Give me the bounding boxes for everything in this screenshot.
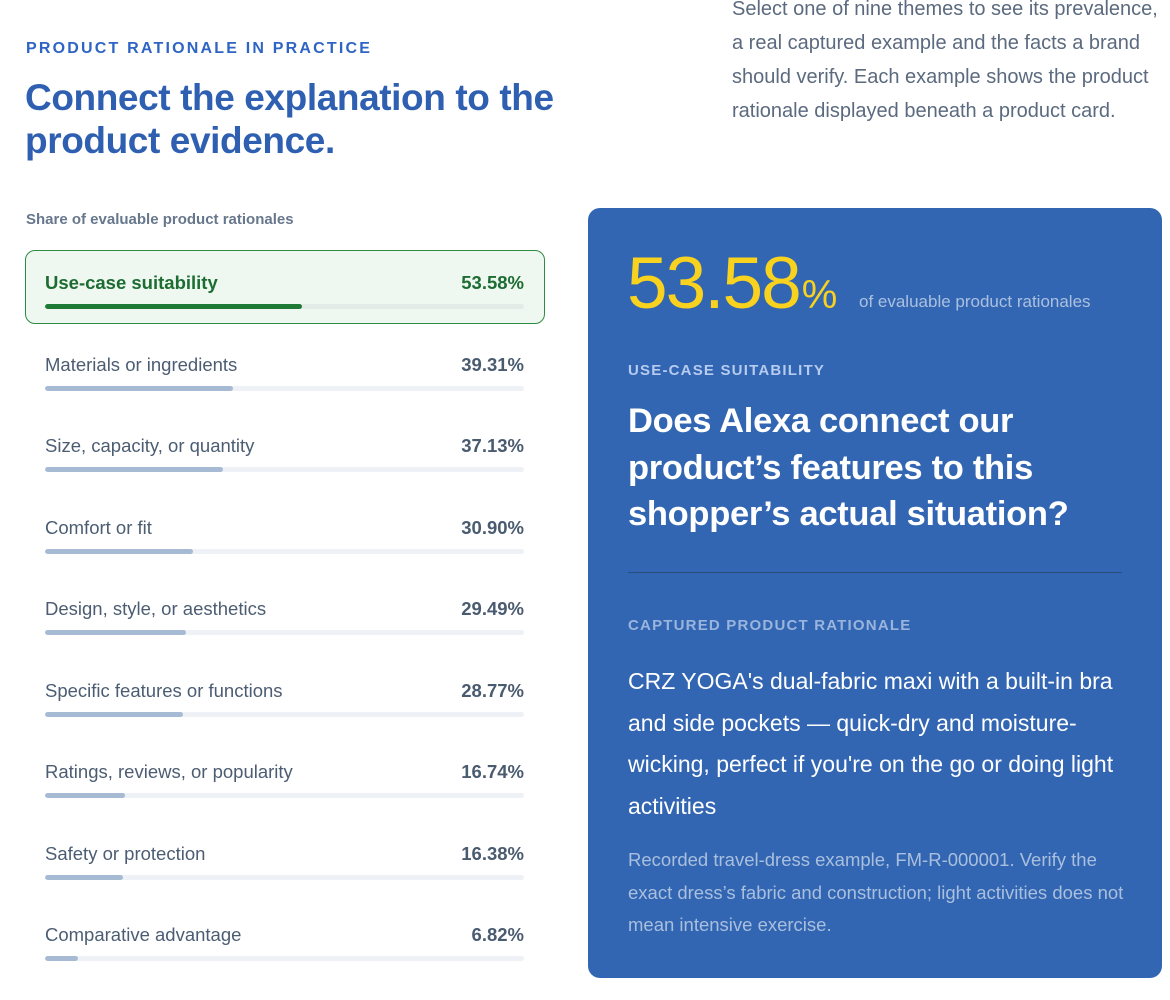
theme-percentage: 53.58% xyxy=(461,272,524,293)
theme-bar-track xyxy=(45,467,524,472)
prevalence-unit: % xyxy=(801,273,838,317)
theme-item-safety-or-protection[interactable]: Safety or protection 16.38% xyxy=(25,821,545,903)
theme-label: Safety or protection xyxy=(45,842,206,864)
theme-bar-fill xyxy=(45,548,193,554)
section-eyebrow: PRODUCT RATIONALE IN PRACTICE xyxy=(26,40,373,57)
section-intro: Select one of nine themes to see its pre… xyxy=(732,0,1158,122)
theme-percentage: 37.13% xyxy=(461,435,524,456)
theme-bar-track xyxy=(45,793,524,798)
theme-label: Design, style, or aesthetics xyxy=(45,598,267,619)
theme-percentage: 39.31% xyxy=(461,353,524,375)
theme-label: Materials or ingredients xyxy=(45,353,238,375)
theme-label: Specific features or functions xyxy=(45,679,283,701)
section-headline: Connect the explanation to the product e… xyxy=(25,77,554,161)
theme-bar-fill xyxy=(45,304,302,309)
theme-bar-track xyxy=(45,711,524,717)
theme-item-comfort-or-fit[interactable]: Comfort or fit 30.90% xyxy=(25,495,545,577)
theme-percentage: 28.77% xyxy=(461,679,524,701)
captured-rationale-label: CAPTURED PRODUCT RATIONALE xyxy=(628,617,912,634)
theme-bar-fill xyxy=(45,385,234,391)
theme-bar-track xyxy=(45,874,524,880)
theme-percentage: 29.49% xyxy=(461,598,524,619)
theme-label: Use-case suitability xyxy=(45,272,218,293)
prevalence-value: 53.58% xyxy=(627,244,837,335)
panel-divider xyxy=(628,572,1122,573)
theme-detail-panel: 53.58% of evaluable product rationales U… xyxy=(588,208,1162,978)
theme-question: Does Alexa connect our product’s feature… xyxy=(628,402,1069,533)
theme-percentage: 6.82% xyxy=(471,924,524,945)
verification-note: Recorded travel-dress example, FM-R-0000… xyxy=(628,849,1124,935)
theme-item-specific-features-or-functions[interactable]: Specific features or functions 28.77% xyxy=(25,658,545,740)
theme-percentage: 30.90% xyxy=(461,516,524,538)
theme-bar-fill xyxy=(45,793,126,798)
theme-item-size-capacity-quantity[interactable]: Size, capacity, or quantity 37.13% xyxy=(25,413,545,495)
theme-bar-track xyxy=(45,548,524,554)
theme-bar-fill xyxy=(45,711,183,717)
theme-bar-fill xyxy=(45,630,187,635)
theme-item-ratings-reviews-popularity[interactable]: Ratings, reviews, or popularity 16.74% xyxy=(25,739,545,821)
theme-item-comparative-advantage[interactable]: Comparative advantage 6.82% xyxy=(25,902,545,984)
theme-item-use-case-suitability[interactable]: Use-case suitability 53.58% xyxy=(25,250,545,324)
theme-item-materials-or-ingredients[interactable]: Materials or ingredients 39.31% xyxy=(25,332,545,414)
theme-bar-track xyxy=(45,630,524,635)
theme-list-title: Share of evaluable product rationales xyxy=(26,211,294,228)
theme-percentage: 16.38% xyxy=(461,842,524,864)
captured-rationale-quote: CRZ YOGA's dual-fabric maxi with a built… xyxy=(628,668,1114,819)
theme-label: Comfort or fit xyxy=(45,516,152,538)
theme-item-design-style-aesthetics[interactable]: Design, style, or aesthetics 29.49% xyxy=(25,576,545,658)
theme-bar-track xyxy=(45,385,524,391)
selected-theme-label: USE-CASE SUITABILITY xyxy=(628,362,826,379)
prevalence-number: 53.58 xyxy=(627,243,802,324)
theme-bar-fill xyxy=(45,874,124,880)
theme-bar-track xyxy=(45,956,524,961)
theme-label: Ratings, reviews, or popularity xyxy=(45,761,293,782)
theme-bar-fill xyxy=(45,956,78,961)
prevalence-caption: of evaluable product rationales xyxy=(859,292,1091,311)
theme-list: Use-case suitability 53.58% Materials or… xyxy=(25,250,545,984)
theme-percentage: 16.74% xyxy=(461,761,524,782)
theme-label: Size, capacity, or quantity xyxy=(45,435,255,456)
theme-bar-fill xyxy=(45,467,223,472)
theme-label: Comparative advantage xyxy=(45,924,242,945)
theme-bar-track xyxy=(45,304,524,309)
